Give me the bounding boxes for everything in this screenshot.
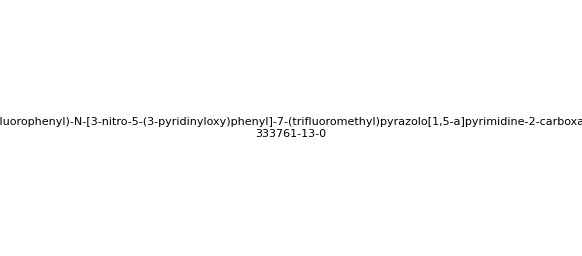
Text: 5-(4-fluorophenyl)-N-[3-nitro-5-(3-pyridinyloxy)phenyl]-7-(trifluoromethyl)pyraz: 5-(4-fluorophenyl)-N-[3-nitro-5-(3-pyrid… — [0, 117, 582, 139]
